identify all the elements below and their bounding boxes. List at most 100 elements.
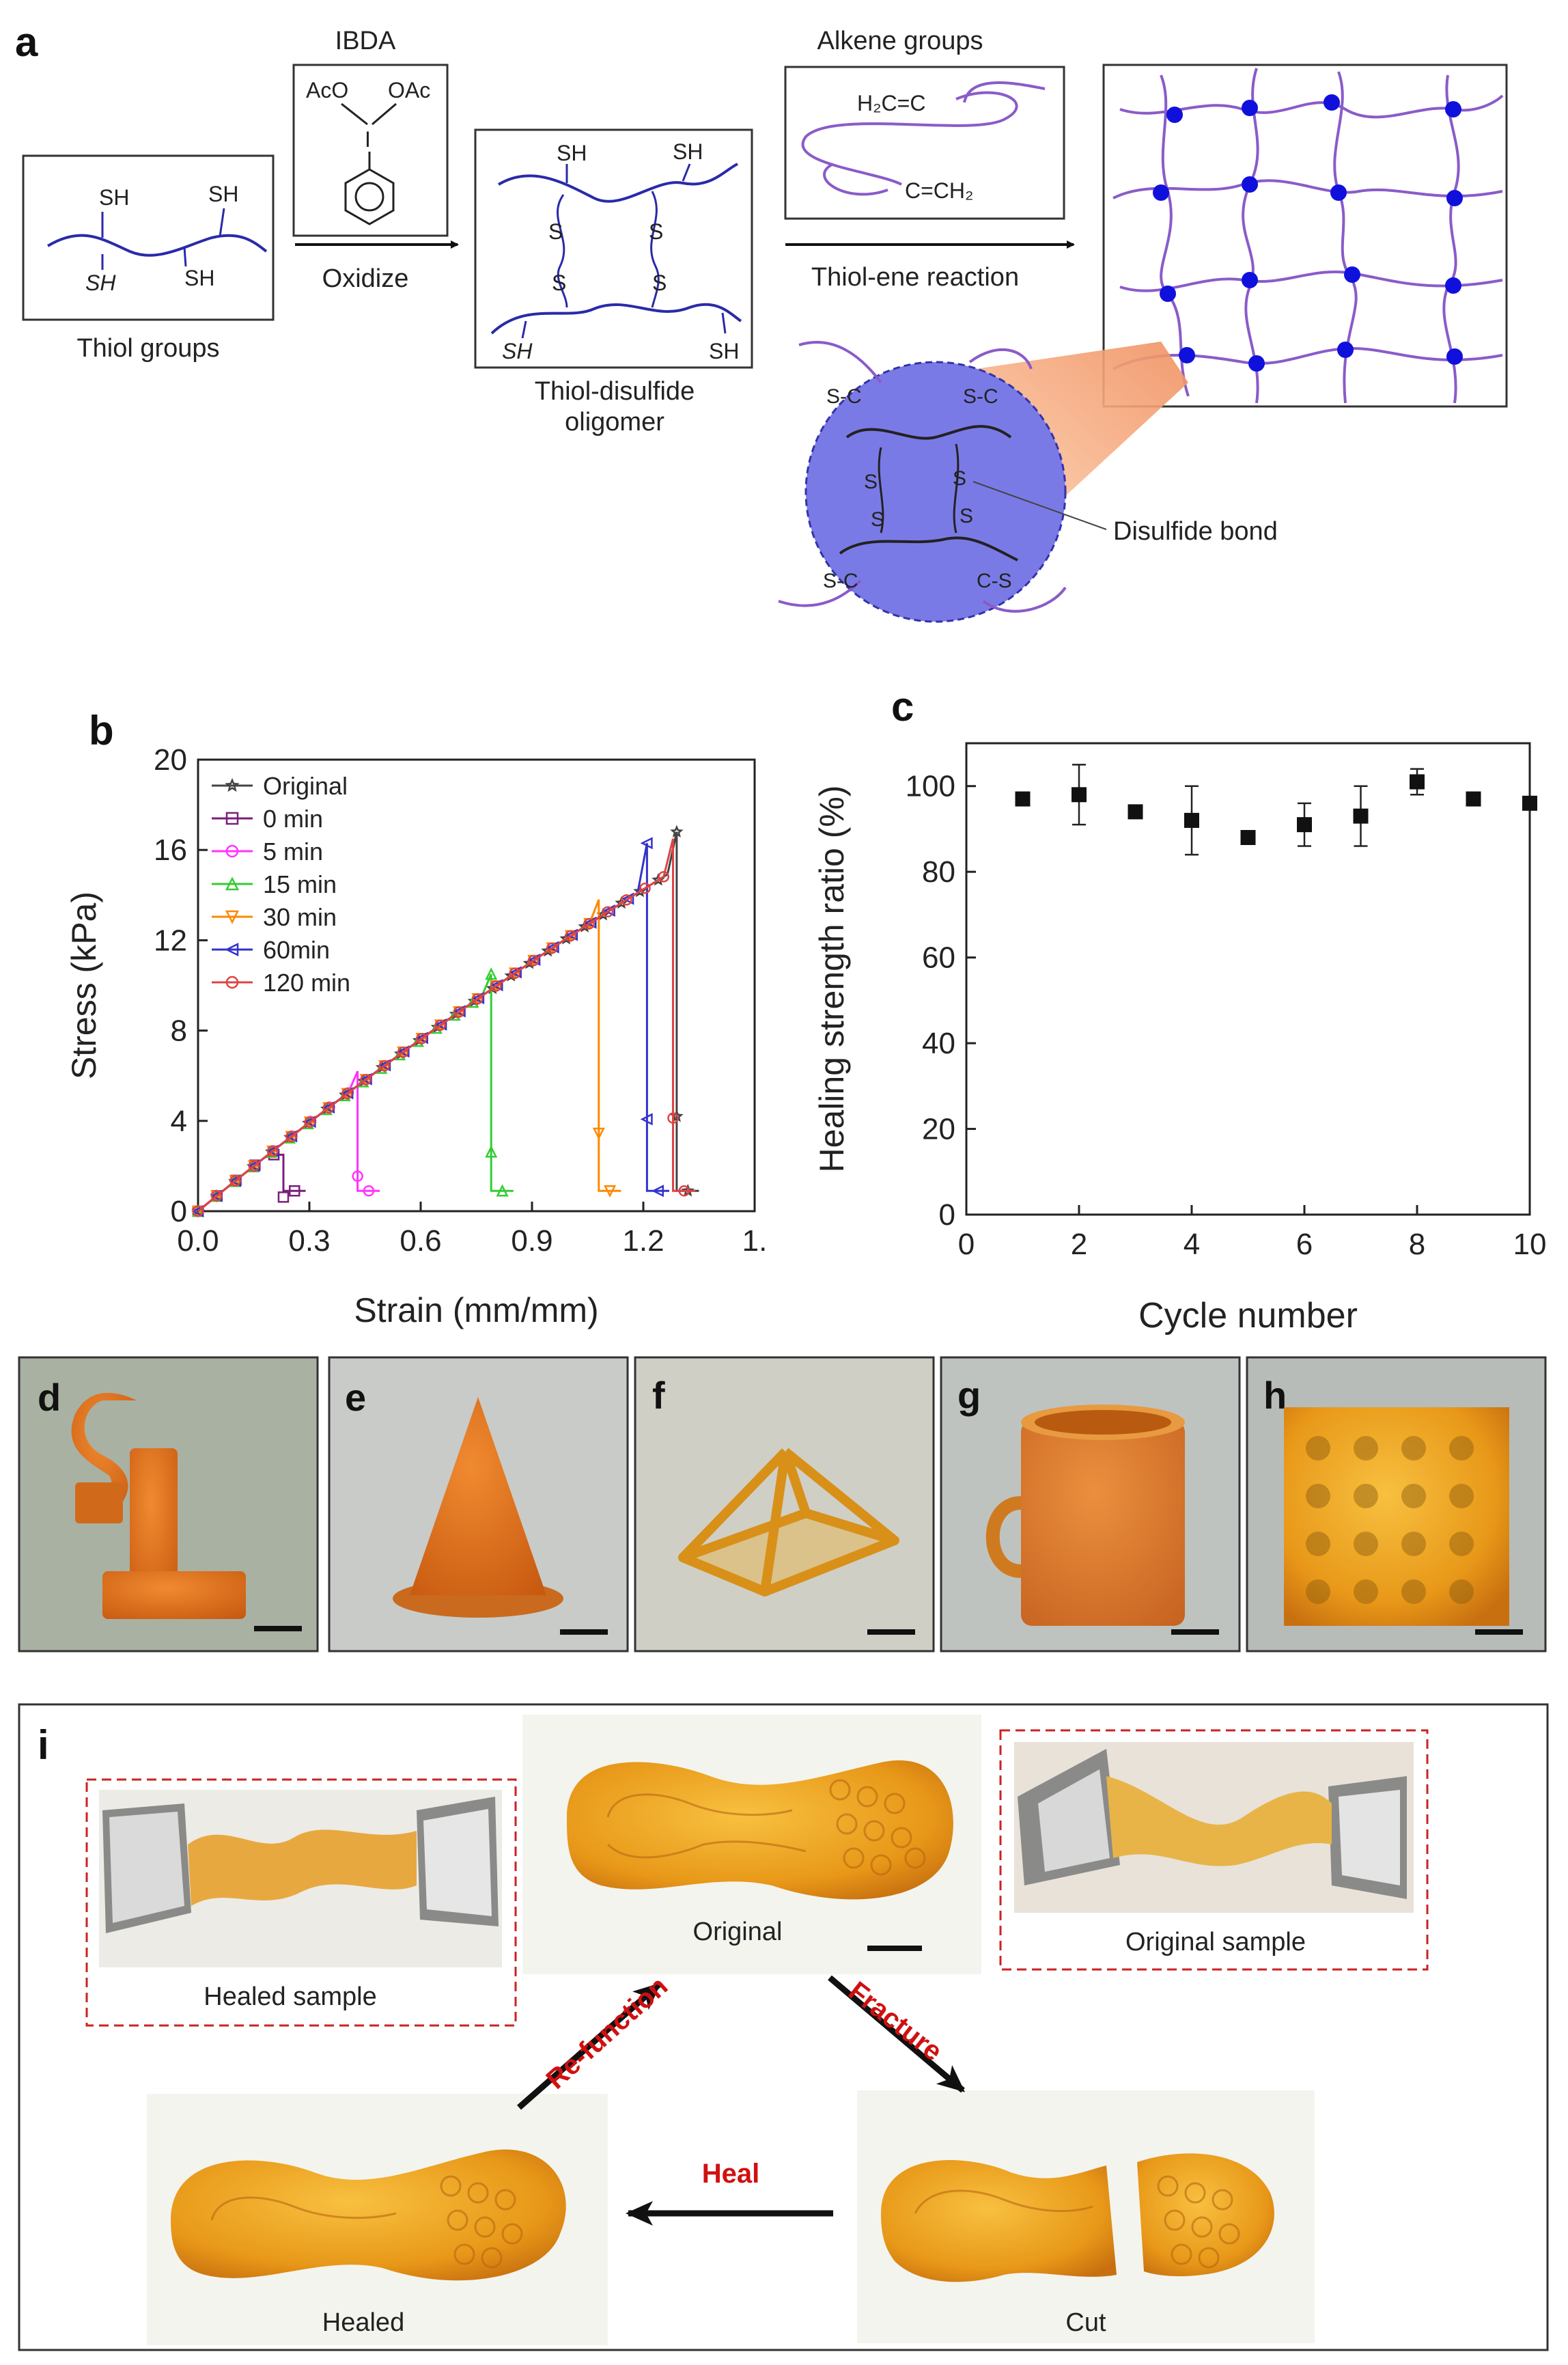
data-point: [496, 1184, 509, 1197]
scale-bar: [1475, 1629, 1523, 1635]
plot-frame: [197, 758, 756, 1213]
healed-label: Healed: [322, 2308, 404, 2337]
thiol-groups-box: SH SH SH SH: [22, 154, 275, 321]
disulfide-bond-label: Disulfide bond: [1113, 517, 1278, 546]
data-point: [639, 882, 651, 894]
alkene-title: Alkene groups: [817, 27, 983, 55]
data-point: [1353, 808, 1369, 824]
series-120-min: [192, 838, 696, 1217]
legend-marker: [225, 976, 239, 989]
panel-label-d: d: [38, 1376, 61, 1419]
scale-bar: [867, 1629, 915, 1635]
x-axis-title: Cycle number: [1138, 1296, 1358, 1336]
y-axis-title: Healing strength ratio (%): [813, 786, 851, 1173]
zoom-s-label: S: [960, 505, 973, 527]
data-point: [289, 1185, 300, 1197]
data-point: [584, 916, 597, 929]
legend-marker: [225, 777, 240, 792]
series-line: [197, 838, 696, 1213]
x-tick-label: 6: [1296, 1228, 1313, 1261]
x-tick-label: 8: [1409, 1228, 1425, 1261]
legend-label: 15 min: [263, 870, 337, 898]
data-point: [1072, 787, 1087, 803]
y-axis-title: Stress (kPa): [65, 891, 103, 1079]
y-tick-label: 0: [171, 1195, 187, 1228]
data-point: [528, 953, 541, 966]
panel-label-c: c: [891, 684, 914, 730]
data-point: [651, 1185, 664, 1198]
original-label: Original: [693, 1918, 783, 1946]
data-point: [602, 906, 614, 917]
legend-label: Original: [263, 772, 348, 800]
data-point: [397, 1046, 409, 1058]
lattice-object: [1284, 1407, 1509, 1626]
data-point: [341, 1088, 353, 1100]
y-tick-label: 16: [154, 833, 187, 867]
data-point: [583, 918, 595, 930]
zoom-sc-label: S-C: [823, 570, 858, 592]
oxidize-label: Oxidize: [322, 264, 409, 293]
legend-marker: [225, 876, 240, 891]
data-point: [434, 1018, 447, 1031]
x-tick-label: 10: [1513, 1228, 1547, 1261]
data-point: [1522, 795, 1537, 811]
panel-label-i: i: [38, 1722, 49, 1768]
healed-sample-box: [85, 1778, 517, 2027]
y-tick-label: 20: [154, 743, 187, 777]
panel-label-f: f: [652, 1374, 665, 1417]
data-point: [1297, 817, 1312, 833]
scale-bar: [560, 1629, 608, 1635]
photo-panel-h: h: [1246, 1356, 1547, 1652]
alkene-top-label: H₂C=C: [857, 91, 925, 115]
cone-object: [393, 1397, 563, 1618]
data-point: [471, 993, 484, 1005]
y-tick-label: 0: [939, 1198, 955, 1232]
panel-label-g: g: [957, 1374, 981, 1417]
stress-strain-chart: 0.0 0.3 0.6 0.9 1.2 1. 0 4 8 12 16 20 Strain (mm/mm)…: [65, 743, 767, 1329]
oligomer-label-line1: Thiol-disulfide: [535, 377, 695, 406]
oligomer-sh-label: SH: [557, 141, 587, 165]
data-point: [1184, 812, 1199, 828]
sh-label: SH: [85, 271, 116, 295]
disulfide-s-label: S: [548, 219, 563, 244]
disulfide-pointer-line: [972, 481, 1107, 530]
panel-label-e: e: [345, 1376, 366, 1419]
disulfide-s-label: S: [552, 271, 566, 295]
fracture-arrow: [828, 1975, 966, 2093]
data-point: [604, 1185, 617, 1198]
iodine-label: I: [365, 127, 371, 152]
panel-label-a: a: [15, 19, 38, 65]
y-tick-label: 100: [906, 770, 955, 803]
data-point: [565, 928, 578, 941]
healed-photo: [147, 2094, 608, 2345]
oligomer-sh-label: SH: [673, 139, 703, 164]
data-point: [509, 966, 522, 979]
data-point: [640, 1113, 653, 1126]
legend: Original 0 min 5 min 15 min 30 min 60min 120 m…: [212, 772, 350, 997]
scale-bar: [1171, 1629, 1219, 1635]
x-tick-label: 0.9: [511, 1224, 552, 1258]
oac-label: OAc: [388, 78, 430, 102]
data-point: [416, 1033, 428, 1045]
zoom-sc-label: C-S: [977, 570, 1012, 592]
ibda-title: IBDA: [335, 27, 396, 55]
aco-label: AcO: [306, 78, 348, 102]
panel-label-b: b: [89, 708, 114, 753]
legend-marker: [225, 812, 239, 825]
legend-label: 5 min: [263, 838, 323, 866]
data-point: [192, 1205, 204, 1217]
alkene-bottom-label: C=CH₂: [905, 178, 973, 203]
refunction-arrow: [517, 1982, 662, 2110]
plot-frame: [965, 742, 1531, 1216]
photo-panel-g: g: [940, 1356, 1241, 1652]
data-point: [229, 1175, 241, 1187]
oligomer-label-line2: oligomer: [565, 408, 664, 437]
data-point: [592, 1127, 605, 1140]
zoom-s-label: S: [953, 467, 966, 490]
x-tick-label: 0: [958, 1228, 975, 1261]
x-tick-label: 1.2: [622, 1224, 664, 1258]
zoom-s-label: S: [871, 508, 884, 531]
panel-b: b 0.0 0.3 0.6 0.9 1.2 1. 0 4 8 12 16 20 Strain (mm/m…: [65, 708, 767, 1329]
original-sample-box: [999, 1729, 1429, 1971]
